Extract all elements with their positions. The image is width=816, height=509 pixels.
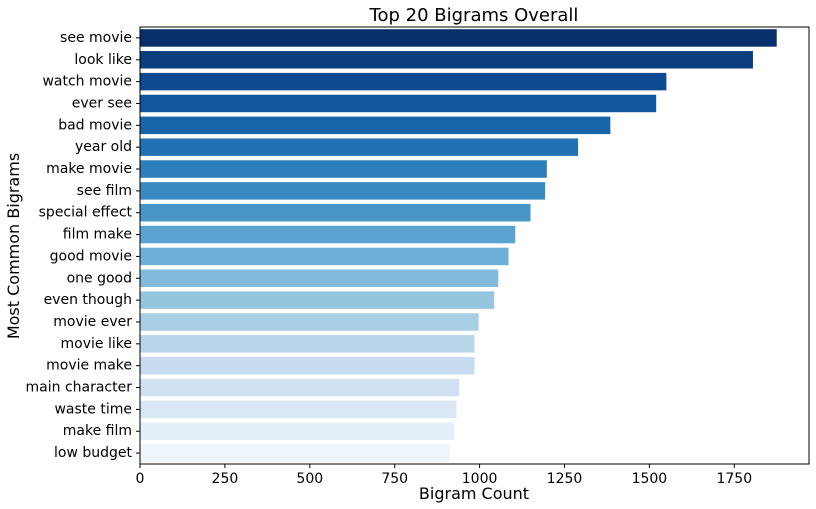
bar-see-movie	[140, 29, 777, 47]
bar-good-movie	[140, 247, 509, 266]
y-tick-label: film make	[63, 227, 132, 243]
bar-watch-movie	[140, 72, 667, 91]
x-tick-label: 1750	[716, 471, 752, 487]
x-tick-label: 1500	[632, 471, 668, 487]
bar-year-old	[140, 138, 579, 156]
bar-special-effect	[140, 203, 531, 222]
x-tick-label: 250	[212, 471, 239, 487]
y-tick-label: waste time	[54, 401, 132, 417]
y-tick-label: see film	[77, 183, 132, 199]
bar-see-film	[140, 182, 546, 200]
bar-look-like	[140, 51, 753, 69]
y-axis-title: Most Common Bigrams	[4, 153, 23, 339]
y-tick-label: low budget	[54, 445, 133, 461]
y-tick-label: ever see	[72, 95, 132, 111]
x-tick-label: 750	[381, 471, 408, 487]
bar-make-film	[140, 422, 455, 440]
bar-film-make	[140, 225, 516, 244]
bar-one-good	[140, 269, 499, 288]
x-tick-labels: 0 250 500 750 1000 1250 1500 1750	[136, 464, 752, 487]
y-tick-label: one good	[67, 270, 132, 286]
y-tick-label: main character	[26, 380, 133, 396]
y-tick-label: watch movie	[42, 74, 132, 90]
x-tick-label: 0	[136, 471, 145, 487]
x-tick-label: 1250	[547, 471, 583, 487]
x-tick-label: 500	[296, 471, 323, 487]
bar-low-budget	[140, 444, 450, 462]
y-tick-label: special effect	[39, 205, 133, 221]
bar-ever-see	[140, 94, 657, 113]
chart-title: Top 20 Bigrams Overall	[369, 5, 579, 26]
bar-even-though	[140, 291, 495, 309]
y-tick-label: movie make	[46, 358, 132, 374]
y-tick-label: bad movie	[58, 117, 132, 133]
x-axis-title: Bigram Count	[419, 484, 529, 503]
bar-make-movie	[140, 160, 547, 178]
y-tick-label: year old	[75, 139, 132, 155]
y-tick-label: even though	[44, 292, 132, 308]
bar-bad-movie	[140, 116, 611, 135]
y-tick-label: make film	[63, 423, 132, 439]
y-tick-label: look like	[74, 52, 132, 68]
plot-frame	[139, 26, 810, 465]
y-tick-labels: see movie look like watch movie ever see bad…	[26, 30, 140, 461]
y-tick-label: make movie	[46, 161, 132, 177]
bars-layer	[140, 29, 777, 462]
x-tick-label: 1000	[462, 471, 498, 487]
bar-movie-like	[140, 335, 475, 353]
y-tick-label: movie like	[61, 336, 132, 352]
bar-main-character	[140, 378, 460, 397]
bar-waste-time	[140, 400, 457, 419]
bar-movie-ever	[140, 313, 479, 331]
bar-movie-make	[140, 356, 475, 375]
y-tick-label: movie ever	[53, 314, 132, 330]
y-tick-label: see movie	[60, 30, 132, 46]
y-tick-label: good movie	[50, 248, 132, 264]
